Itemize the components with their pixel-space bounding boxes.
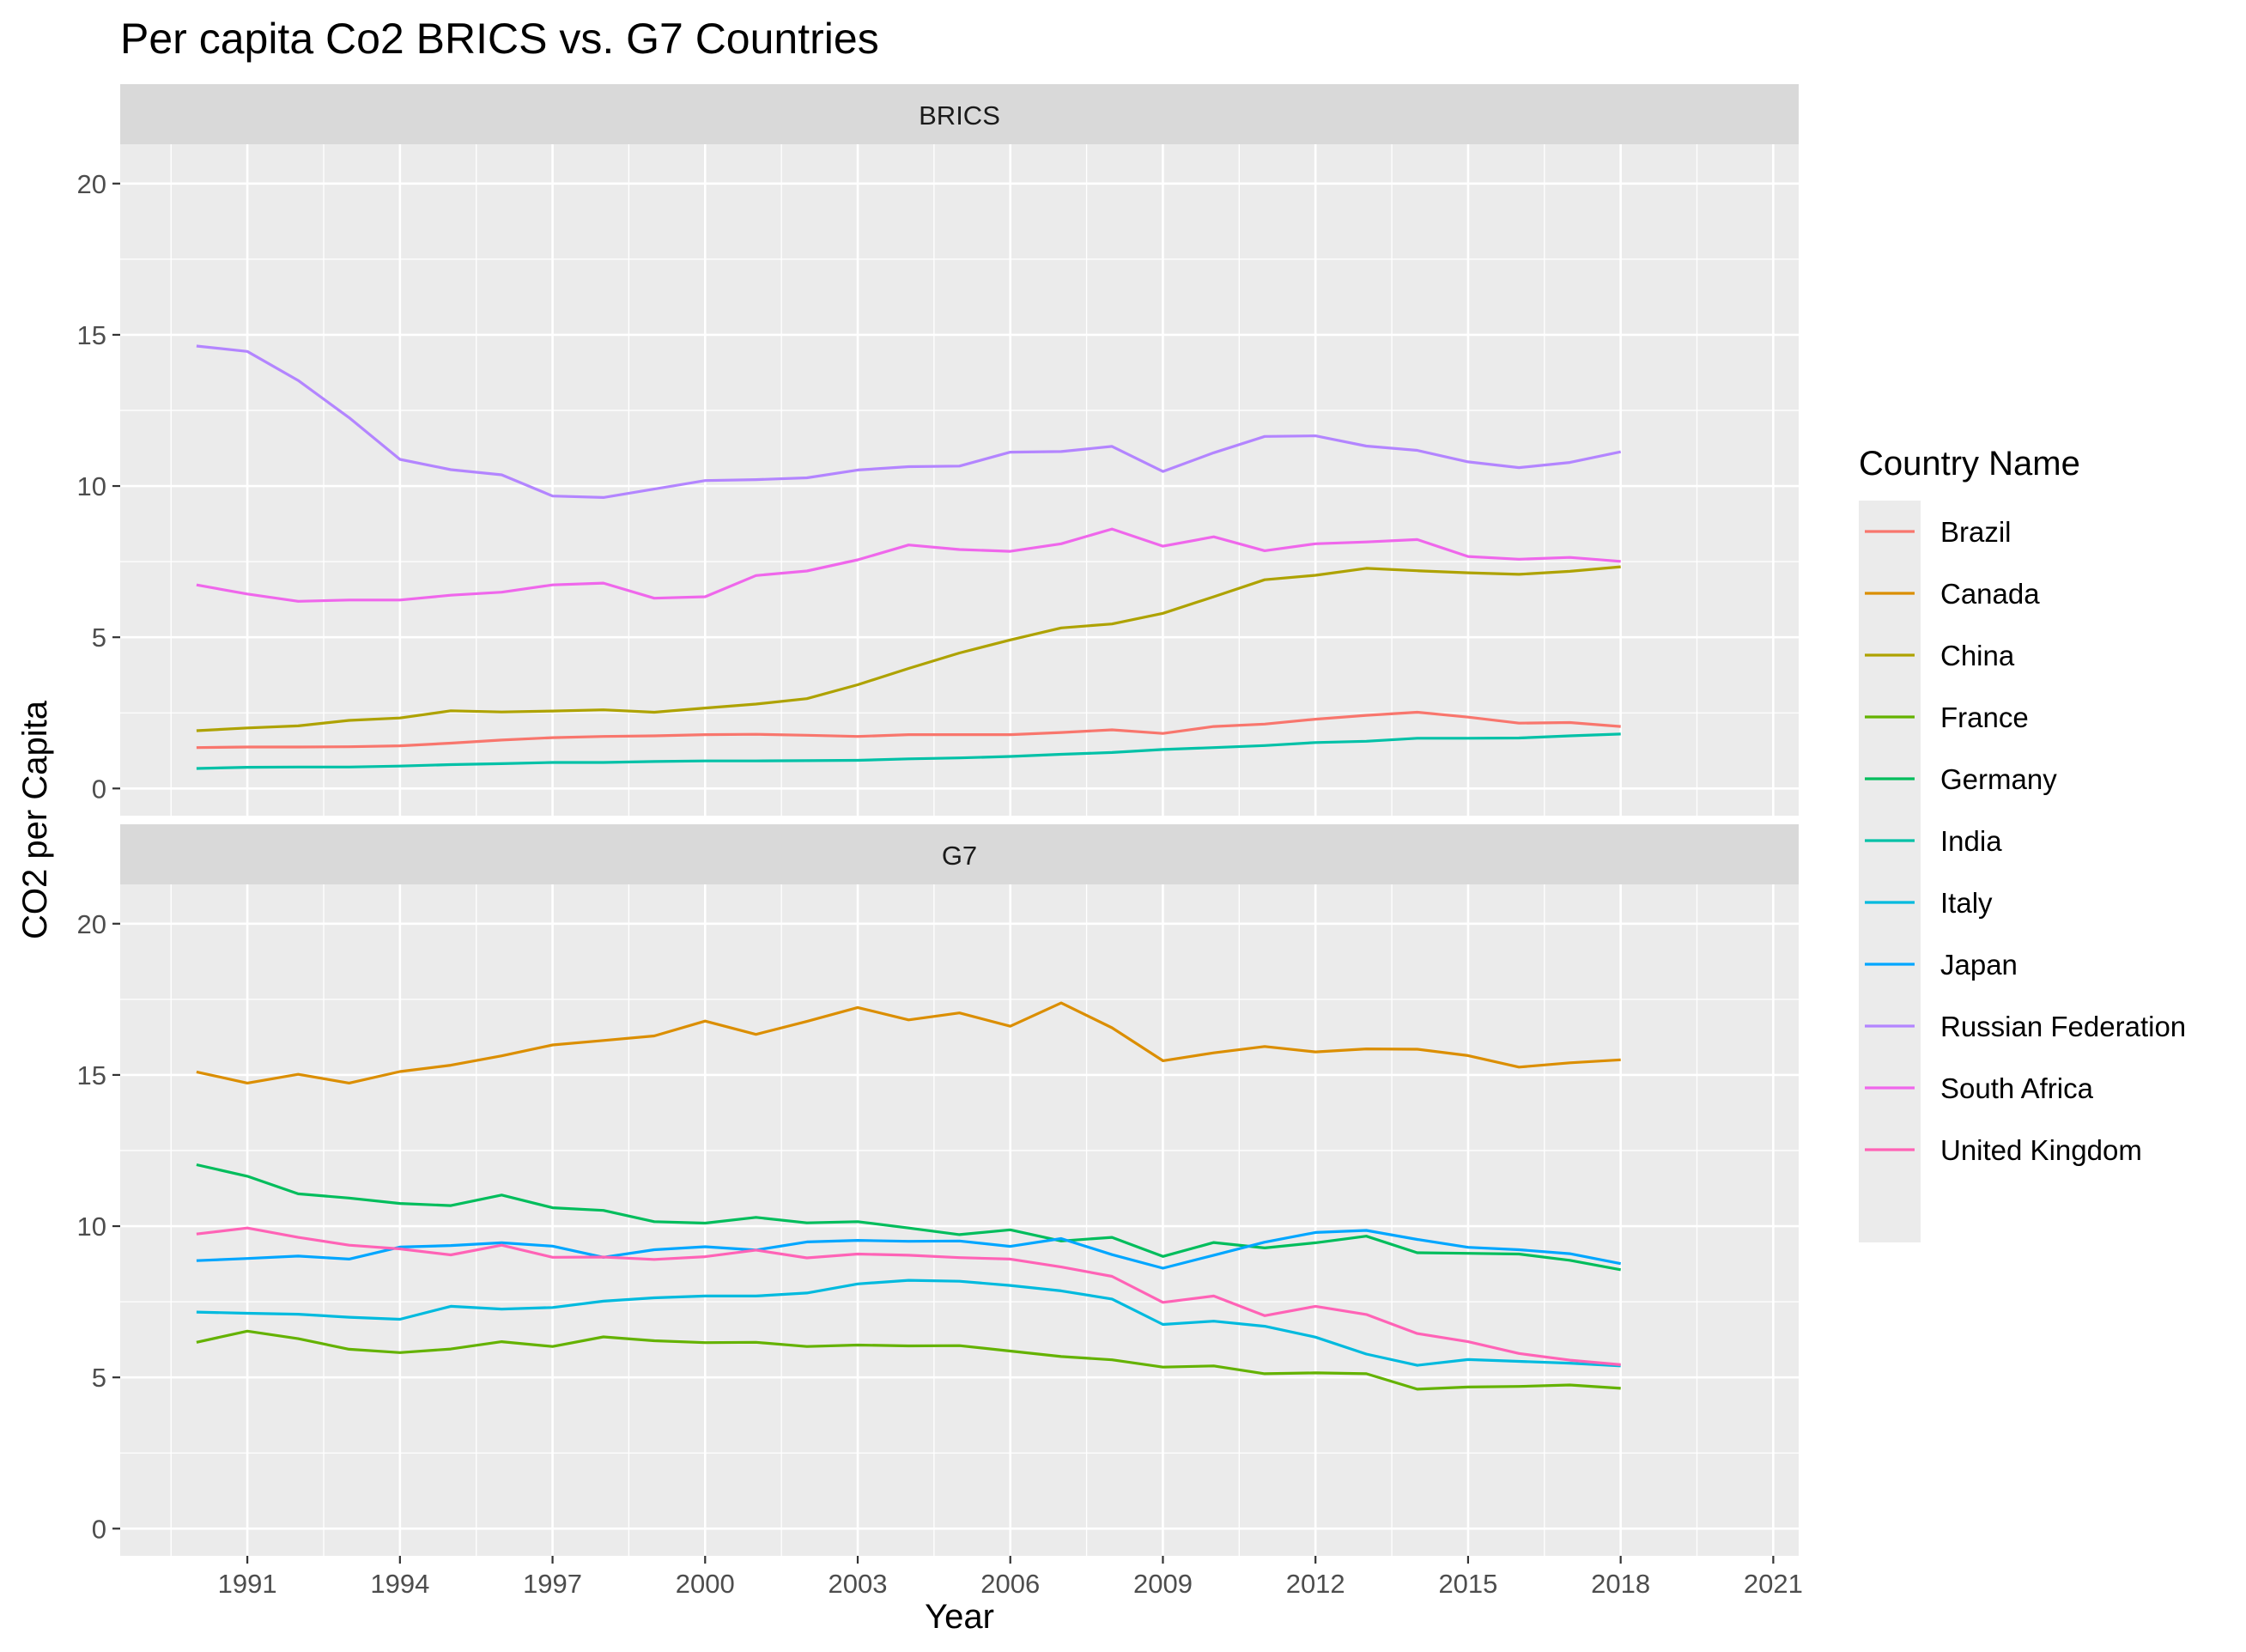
series-line-russian-federation	[196, 344, 1622, 499]
facet-panel-brics: BRICS 0 5 10 15 20	[77, 84, 1799, 816]
x-tick-label: 2003	[829, 1569, 888, 1599]
series-line-germany	[196, 1163, 1621, 1272]
x-tick-label: 2021	[1744, 1569, 1803, 1599]
facet-strip-brics	[120, 84, 1799, 144]
gridlines-brics	[120, 144, 1799, 816]
x-tick-label: 2018	[1591, 1569, 1650, 1599]
y-tick-label: 10	[77, 471, 106, 501]
y-tick-label: 5	[92, 623, 106, 653]
plot-panel-brics	[120, 144, 1799, 816]
x-tick-label: 1994	[370, 1569, 429, 1599]
facet-strip-label-brics: BRICS	[919, 100, 1000, 131]
series-lines-g7	[196, 1001, 1622, 1391]
y-axis-g7: 0 5 10 15 20	[77, 909, 120, 1544]
y-tick-label: 20	[77, 169, 106, 199]
legend-label-china: China	[1940, 640, 2015, 671]
legend-items: Brazil Canada China France Germany India Italy…	[1865, 516, 2186, 1166]
series-lines-brics	[196, 344, 1622, 770]
legend-label-brazil: Brazil	[1940, 516, 2012, 548]
y-tick-label: 0	[92, 774, 106, 804]
y-tick-label: 20	[77, 909, 106, 939]
x-tick-label: 2015	[1438, 1569, 1497, 1599]
series-line-brazil	[196, 710, 1621, 750]
y-tick-label: 15	[77, 320, 106, 350]
facet-strip-label-g7: G7	[942, 841, 977, 871]
facet-panel-g7: G7 0 5 10 15 20	[77, 824, 1799, 1556]
x-tick-label: 2000	[676, 1569, 735, 1599]
legend-label-india: India	[1940, 825, 2002, 857]
y-axis-title: CO2 per Capita	[16, 700, 54, 939]
x-axis: 1991 1994 1997 2000 2003 2006 2009 2012 2015 2018…	[218, 1556, 1803, 1599]
series-line-united-kingdom	[196, 1226, 1621, 1366]
legend-label-italy: Italy	[1940, 887, 1993, 919]
legend-label-france: France	[1940, 701, 2029, 733]
x-tick-label: 2012	[1286, 1569, 1345, 1599]
y-tick-label: 10	[77, 1212, 106, 1242]
legend-label-russian-federation: Russian Federation	[1940, 1011, 2186, 1042]
series-line-italy	[196, 1278, 1621, 1368]
series-line-japan	[196, 1229, 1622, 1270]
x-axis-title: Year	[925, 1598, 994, 1636]
series-line-india	[196, 732, 1621, 770]
x-tick-label: 2006	[980, 1569, 1040, 1599]
x-tick-label: 1991	[218, 1569, 277, 1599]
y-axis-brics: 0 5 10 15 20	[77, 169, 120, 804]
legend: Country Name Brazil Canada China France Germ…	[1859, 445, 2186, 1242]
legend-label-south-africa: South Africa	[1940, 1072, 2094, 1104]
legend-label-japan: Japan	[1940, 949, 2018, 981]
series-line-canada	[196, 1001, 1621, 1084]
x-tick-label: 2009	[1133, 1569, 1193, 1599]
y-tick-label: 5	[92, 1363, 106, 1393]
legend-title: Country Name	[1859, 445, 2080, 483]
gridlines-g7	[120, 884, 1799, 1556]
chart-title: Per capita Co2 BRICS vs. G7 Countries	[120, 15, 879, 63]
legend-label-canada: Canada	[1940, 578, 2040, 610]
y-tick-label: 0	[92, 1514, 106, 1544]
x-tick-label: 1997	[523, 1569, 582, 1599]
series-line-france	[196, 1329, 1621, 1391]
facet-strip-g7	[120, 824, 1799, 884]
plot-panel-g7	[120, 884, 1799, 1556]
series-line-china	[196, 565, 1621, 732]
y-tick-label: 15	[77, 1060, 106, 1090]
legend-keys-background	[1859, 501, 1921, 1242]
legend-label-germany: Germany	[1940, 763, 2057, 795]
series-line-south-africa	[196, 527, 1621, 603]
legend-label-united-kingdom: United Kingdom	[1940, 1134, 2142, 1166]
